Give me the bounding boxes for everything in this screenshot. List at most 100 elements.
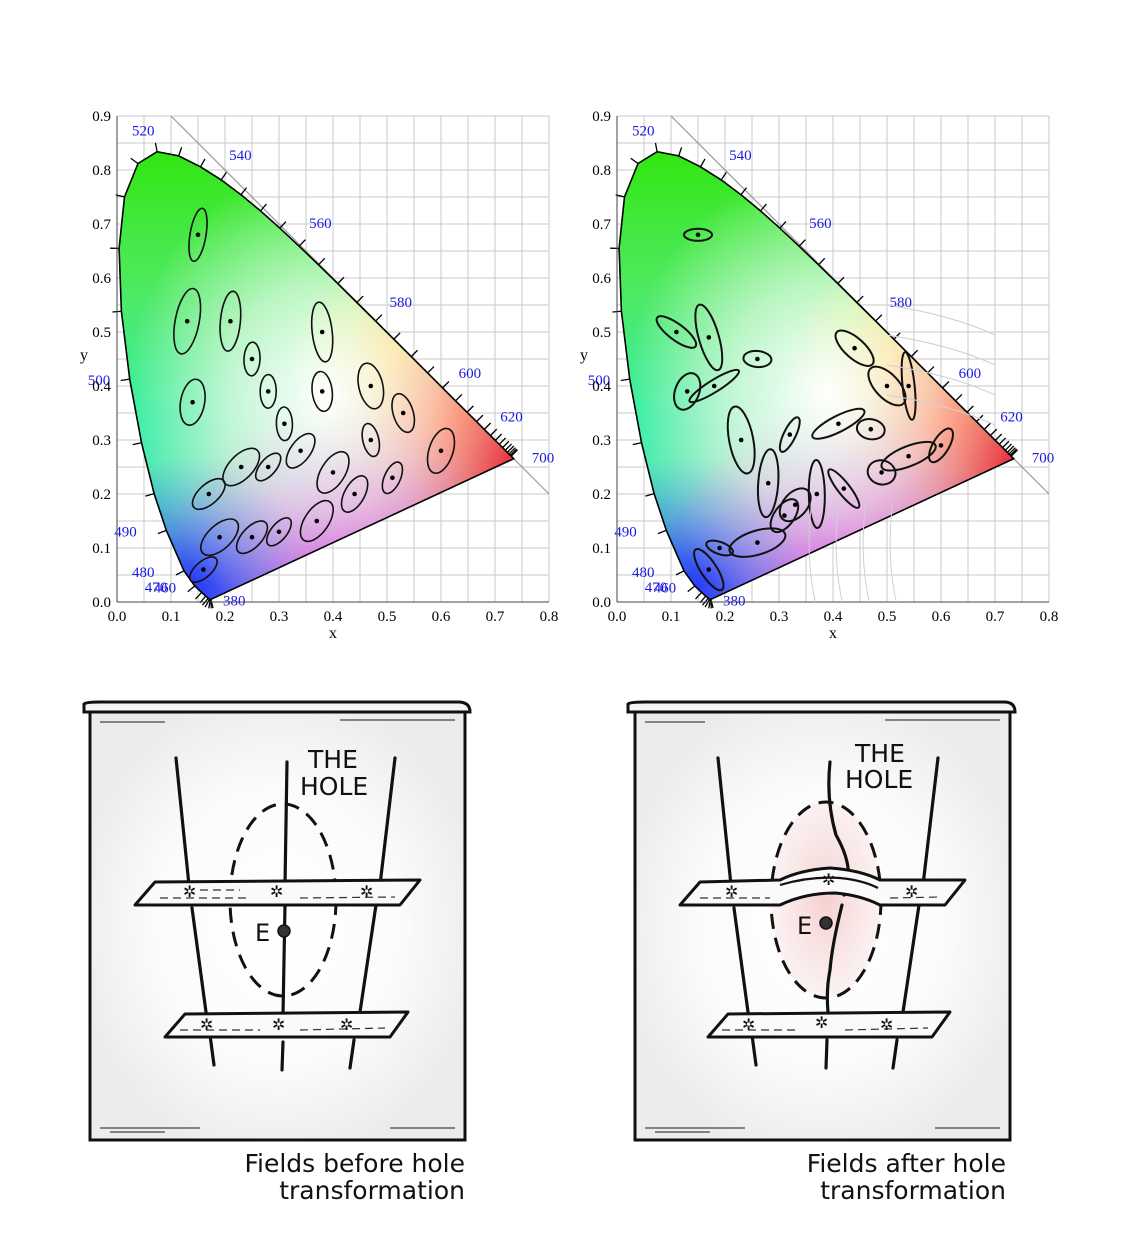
ellipse-mark bbox=[688, 368, 740, 404]
data-point bbox=[782, 513, 787, 518]
marker-glyph: ✲ bbox=[183, 882, 196, 901]
macadam-ellipses bbox=[655, 227, 954, 592]
y-tick-label: 0.4 bbox=[592, 379, 611, 395]
wavelength-label: 380 bbox=[723, 593, 746, 609]
wavelength-label: 560 bbox=[309, 216, 332, 232]
event-point bbox=[819, 916, 833, 930]
y-tick-label: 0.0 bbox=[592, 595, 611, 611]
y-tick-label: 0.2 bbox=[592, 487, 611, 503]
y-tick-label: 0.7 bbox=[92, 217, 111, 233]
ellipse-mark bbox=[705, 539, 734, 557]
data-point bbox=[717, 545, 722, 551]
data-point bbox=[706, 335, 712, 340]
data-point bbox=[868, 426, 874, 432]
wavelength-label: 520 bbox=[632, 124, 655, 140]
ellipse-mark bbox=[683, 227, 713, 242]
data-point bbox=[319, 329, 325, 335]
x-tick-label: 0.8 bbox=[540, 609, 559, 625]
x-tick-label: 0.2 bbox=[716, 609, 735, 625]
wavelength-label: 490 bbox=[614, 524, 637, 540]
ellipse-mark bbox=[259, 373, 278, 409]
hole-label-line2: HOLE bbox=[845, 765, 913, 794]
data-point bbox=[249, 534, 255, 540]
wavelength-label: 700 bbox=[532, 451, 555, 467]
ellipse-mark bbox=[807, 459, 826, 529]
wavelength-label: 380 bbox=[223, 593, 246, 609]
y-tick-label: 0.2 bbox=[92, 487, 111, 503]
y-tick-label: 0.8 bbox=[92, 163, 111, 179]
paper-roll-top bbox=[626, 700, 1017, 714]
x-tick-label: 0.1 bbox=[662, 609, 681, 625]
data-point bbox=[265, 464, 271, 470]
ellipse-mark bbox=[299, 499, 334, 543]
y-axis-label: y bbox=[580, 347, 588, 364]
ellipse-mark bbox=[756, 448, 780, 519]
left-sketch-panel: ✲ ✲ ✲ ✲ ✲ ✲ E THE HOLE bbox=[82, 700, 472, 1142]
y-axis-label: y bbox=[80, 347, 88, 364]
hole-label-line1: THE bbox=[854, 739, 905, 768]
data-point bbox=[906, 383, 911, 389]
data-point bbox=[684, 389, 690, 394]
left-caption-line2: transformation bbox=[279, 1176, 465, 1205]
data-point bbox=[852, 345, 857, 351]
ellipse-mark bbox=[275, 406, 294, 442]
field-line-right bbox=[348, 756, 397, 1070]
ellipse-mark bbox=[673, 372, 702, 411]
ellipse-mark bbox=[880, 440, 937, 472]
data-point bbox=[206, 491, 212, 497]
y-tick-label: 0.9 bbox=[592, 109, 611, 125]
ellipse-mark bbox=[243, 341, 261, 377]
data-point bbox=[711, 383, 717, 389]
data-point bbox=[319, 389, 325, 394]
y-tick-label: 0.9 bbox=[92, 109, 111, 125]
x-axis-label: x bbox=[329, 625, 337, 642]
ellipse-mark bbox=[855, 418, 886, 441]
y-tick-label: 0.3 bbox=[92, 433, 111, 449]
data-point bbox=[836, 421, 841, 427]
ellipse-mark bbox=[310, 301, 334, 363]
x-tick-label: 0.7 bbox=[986, 609, 1005, 625]
ellipse-mark bbox=[311, 370, 334, 413]
ellipse-mark bbox=[179, 378, 206, 426]
data-point bbox=[706, 567, 712, 572]
data-point bbox=[792, 502, 798, 508]
y-tick-label: 0.6 bbox=[592, 271, 611, 287]
ellipse-mark bbox=[728, 527, 787, 558]
svg-text:✲: ✲ bbox=[725, 882, 738, 901]
wavelength-label: 500 bbox=[588, 373, 611, 389]
x-tick-label: 0.8 bbox=[1040, 609, 1059, 625]
wavelength-label: 480 bbox=[632, 565, 655, 581]
y-tick-label: 0.3 bbox=[592, 433, 611, 449]
data-point bbox=[938, 443, 944, 448]
upper-plane bbox=[133, 878, 422, 907]
data-point bbox=[368, 437, 374, 443]
wavelength-label: 470 bbox=[645, 580, 668, 596]
x-tick-label: 0.5 bbox=[878, 609, 897, 625]
data-point bbox=[368, 383, 374, 389]
hole-label-line1: THE bbox=[307, 745, 358, 774]
x-tick-label: 0.5 bbox=[378, 609, 397, 625]
data-point bbox=[738, 437, 744, 443]
data-point bbox=[787, 432, 793, 437]
wavelength-label: 490 bbox=[114, 524, 137, 540]
data-point bbox=[906, 453, 911, 459]
ellipse-mark bbox=[426, 427, 456, 474]
wavelength-label: 620 bbox=[1000, 409, 1023, 425]
data-point bbox=[228, 318, 233, 324]
x-tick-label: 0.7 bbox=[486, 609, 505, 625]
svg-text:✲: ✲ bbox=[815, 1013, 828, 1032]
ellipse-mark bbox=[219, 290, 242, 352]
x-tick-label: 0.3 bbox=[270, 609, 289, 625]
y-tick-label: 0.4 bbox=[92, 379, 111, 395]
ellipse-mark bbox=[778, 487, 812, 523]
wavelength-label: 580 bbox=[390, 295, 413, 311]
svg-text:✲: ✲ bbox=[272, 1015, 285, 1034]
right-sketch-panel: ✲ ✲ ✲ ✲ ✲ ✲ E THE HOLE bbox=[626, 700, 1017, 1142]
y-tick-label: 0.7 bbox=[592, 217, 611, 233]
data-point bbox=[190, 399, 195, 405]
ellipse-mark bbox=[222, 447, 261, 487]
ellipse-mark bbox=[381, 461, 404, 495]
svg-text:✲: ✲ bbox=[742, 1015, 755, 1034]
